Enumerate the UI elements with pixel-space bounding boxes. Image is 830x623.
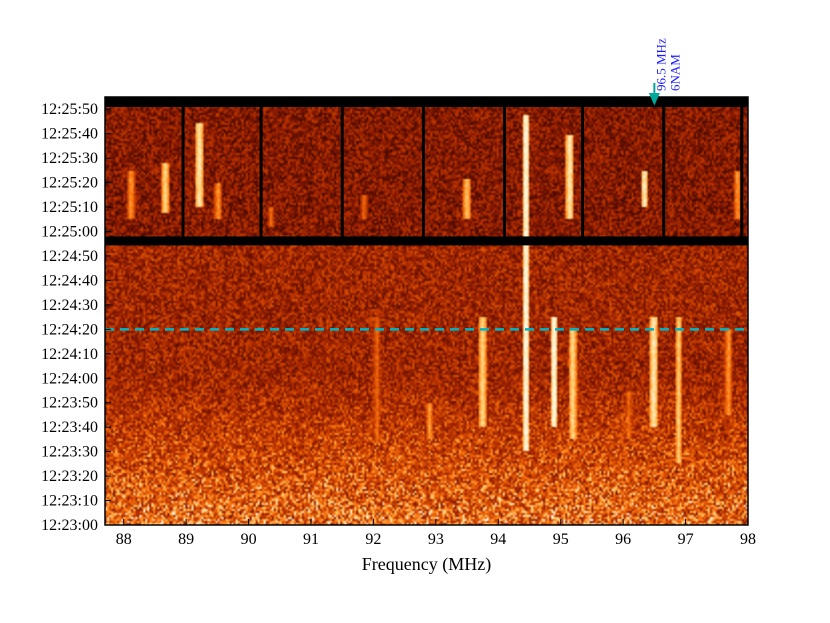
segment-boundary-line — [421, 97, 425, 237]
y-tick-label: 12:23:30 — [41, 444, 98, 461]
top-dark-band — [105, 97, 748, 107]
y-tick-label: 12:24:20 — [41, 321, 98, 338]
y-axis-ticks: 12:23:00 12:23:10 12:23:20 12:23:30 12:23:40… — [41, 101, 111, 534]
segment-boundary-line — [740, 97, 744, 237]
y-tick-label: 12:23:50 — [41, 395, 98, 412]
x-tick-label: 92 — [365, 531, 381, 548]
x-tick-label: 95 — [553, 531, 569, 548]
segment-boundary-line — [662, 97, 666, 237]
segment-boundary-line — [581, 97, 585, 237]
segment-separator-band — [105, 236, 748, 246]
y-tick-label: 12:24:50 — [41, 248, 98, 265]
x-tick-label: 94 — [490, 531, 506, 548]
x-tick-label: 93 — [428, 531, 444, 548]
y-tick-label: 12:23:00 — [41, 517, 98, 534]
y-tick-label: 12:25:00 — [41, 224, 98, 241]
y-tick-label: 12:23:20 — [41, 468, 98, 485]
y-tick-label: 12:25:40 — [41, 126, 98, 143]
segment-boundary-line — [259, 97, 263, 237]
y-tick-label: 12:23:10 — [41, 493, 98, 510]
segment-boundary-line — [181, 97, 185, 237]
y-tick-label: 12:25:20 — [41, 175, 98, 192]
y-tick-label: 12:24:10 — [41, 346, 98, 363]
segment-boundary-line — [503, 97, 507, 237]
y-tick-label: 12:24:00 — [41, 370, 98, 387]
x-tick-label: 98 — [740, 531, 756, 548]
x-tick-label: 89 — [178, 531, 194, 548]
annotation-frequency-label: 96.5 MHz — [653, 38, 668, 91]
y-tick-label: 12:25:30 — [41, 150, 98, 167]
y-tick-label: 12:25:50 — [41, 101, 98, 118]
x-tick-label: 97 — [678, 531, 694, 548]
y-tick-label: 12:25:10 — [41, 199, 98, 216]
x-tick-label: 90 — [241, 531, 257, 548]
spectrogram-overlays — [105, 97, 748, 331]
y-tick-label: 12:23:40 — [41, 419, 98, 436]
y-tick-label: 12:24:30 — [41, 297, 98, 314]
y-tick-label: 12:24:40 — [41, 272, 98, 289]
spectrogram-image — [105, 97, 748, 525]
x-tick-label: 96 — [615, 531, 631, 548]
x-axis-ticks: 88 89 90 91 92 93 94 95 96 97 98 — [116, 519, 756, 548]
x-tick-label: 91 — [303, 531, 319, 548]
annotation-arrow-icon — [648, 83, 660, 106]
x-axis-label: Frequency (MHz) — [362, 554, 491, 575]
segment-boundary-line — [340, 97, 344, 237]
plot-frame — [104, 96, 749, 526]
annotation-station-label: 6NAM — [667, 54, 682, 91]
station-annotation: 96.5 MHz 6NAM — [648, 38, 682, 106]
spectrogram-raster — [105, 97, 748, 525]
x-tick-label: 88 — [116, 531, 132, 548]
